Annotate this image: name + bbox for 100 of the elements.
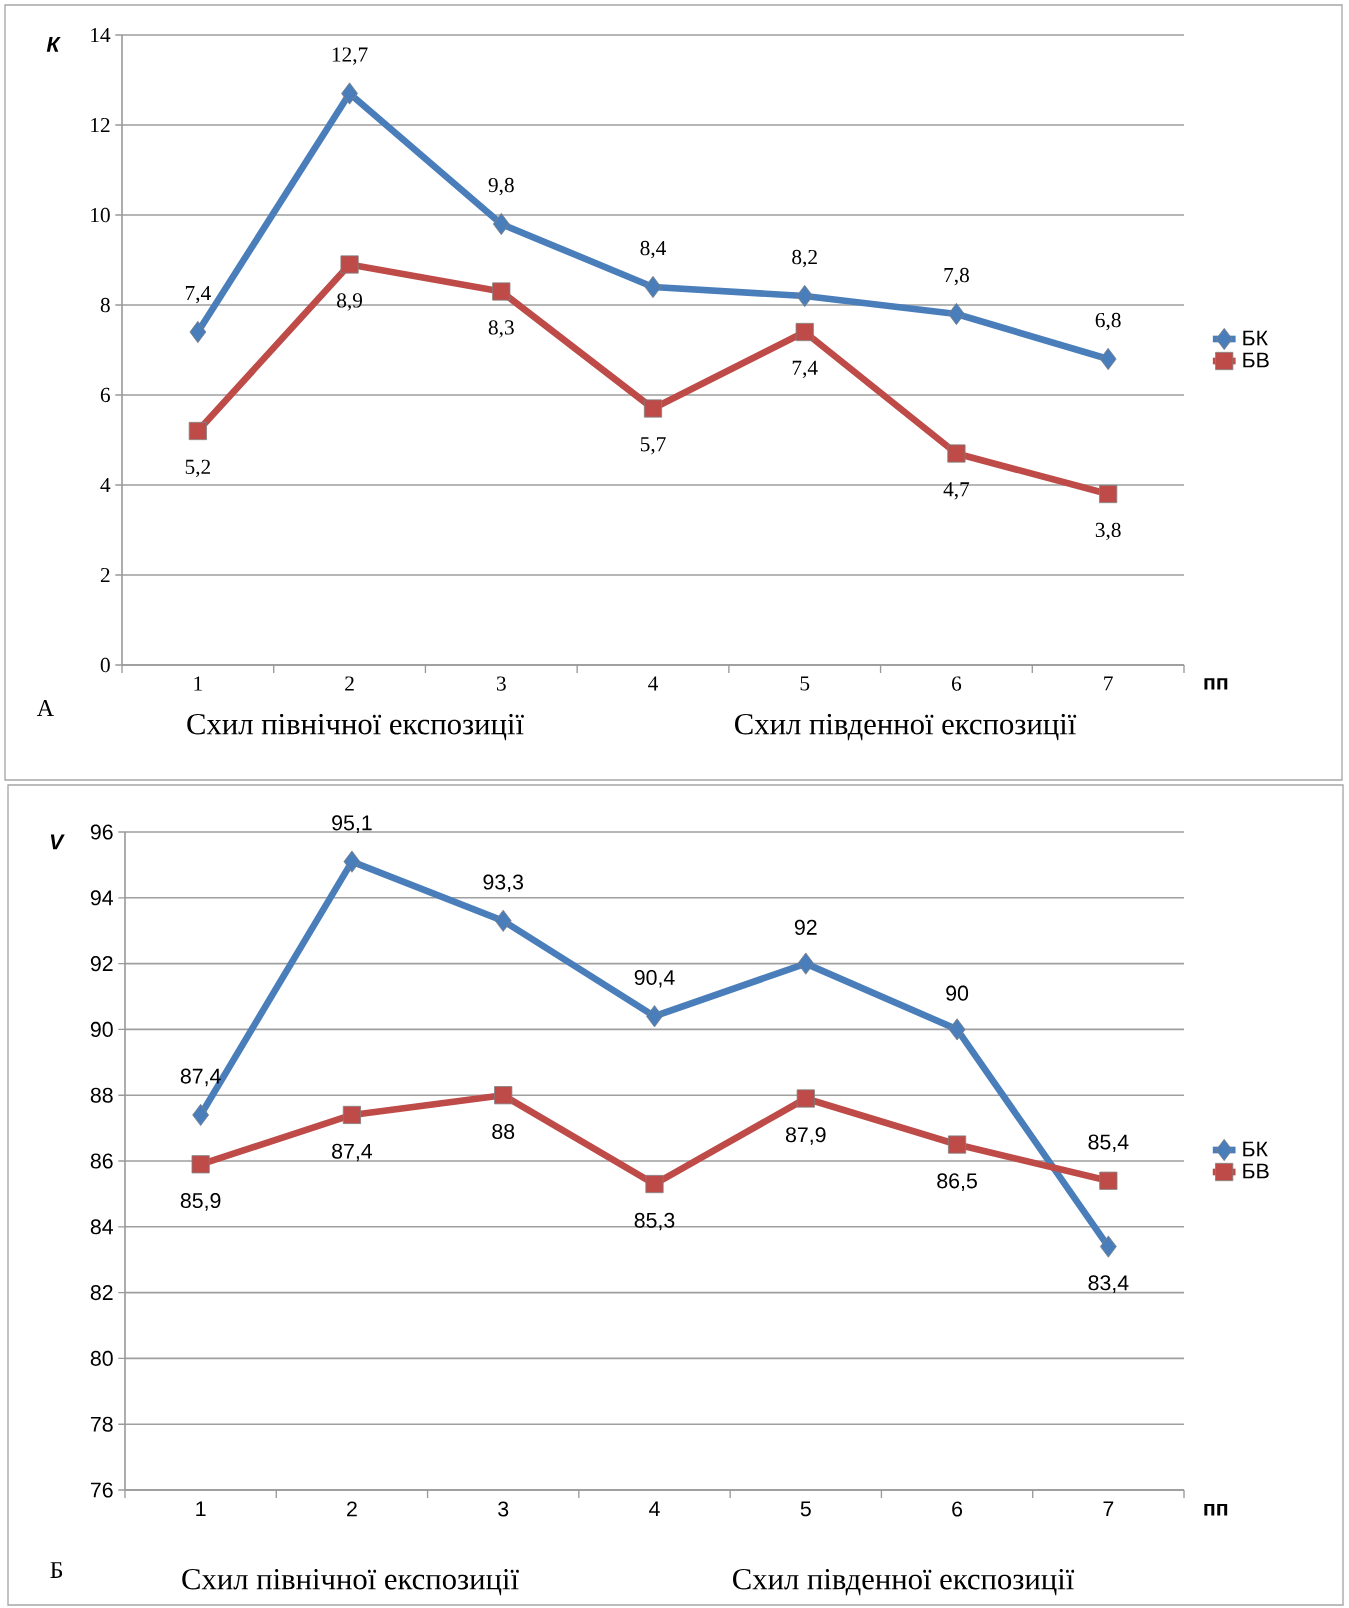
x-tick-label: 5 [800, 1501, 811, 1517]
text: А [36, 700, 54, 716]
point [188, 421, 207, 441]
data-label: 9,8 [488, 177, 514, 196]
legend-label: БК [1243, 1141, 1268, 1157]
text: Схил північної експозиції [187, 713, 524, 741]
y-tick-label: 78 [90, 1416, 113, 1432]
y-tick-label: 76 [90, 1482, 113, 1498]
legend-label: БК [1243, 330, 1268, 346]
data-label: 5,2 [185, 459, 211, 478]
y-tick-label: 4 [100, 477, 111, 493]
text: Б [50, 1562, 63, 1578]
point [1099, 484, 1118, 504]
x-axis-title: пп [1204, 1504, 1228, 1516]
data-label: 8,9 [337, 293, 363, 311]
x-tick-label: 3 [496, 676, 506, 691]
data-label: 83,4 [1088, 1275, 1129, 1293]
point [191, 1155, 210, 1174]
x-tick-label: 4 [649, 1501, 660, 1517]
data-label: 7,8 [944, 267, 969, 286]
x-tick-label: 7 [1103, 1501, 1114, 1517]
data-label: 90,4 [634, 969, 675, 988]
data-label: 95,1 [332, 815, 372, 833]
data-label: 92 [794, 919, 817, 935]
x-tick-label: 2 [345, 676, 354, 691]
point [796, 1089, 815, 1108]
y-tick-label: 10 [91, 207, 110, 223]
data-label: 85,9 [180, 1193, 221, 1211]
data-label: 7,4 [792, 360, 818, 379]
point [643, 399, 663, 418]
point [1099, 1171, 1118, 1190]
data-label: 8,4 [640, 240, 666, 259]
data-label: 6,8 [1095, 312, 1121, 331]
data-label: 87,4 [332, 1143, 373, 1162]
point [340, 255, 359, 274]
point [189, 320, 207, 344]
y-tick-label: 96 [90, 824, 113, 840]
y-tick-label: 8 [100, 297, 110, 313]
data-label: 8,3 [488, 320, 514, 338]
y-tick-label: 84 [90, 1219, 113, 1235]
y-tick-label: 80 [90, 1350, 113, 1366]
y-tick-label: 0 [100, 657, 110, 673]
data-label: 85,3 [634, 1212, 675, 1231]
y-tick-label: 92 [90, 956, 113, 972]
y-axis-title: К [46, 37, 61, 52]
data-label: 90 [946, 985, 969, 1001]
x-tick-label: 6 [952, 676, 962, 691]
point [343, 850, 361, 873]
y-tick-label: 90 [90, 1021, 113, 1037]
data-label: 7,4 [185, 285, 211, 304]
point [494, 909, 512, 932]
x-tick-label: 1 [196, 1501, 206, 1517]
y-axis-title: V [50, 834, 65, 850]
data-label: 93,3 [483, 874, 524, 893]
data-label: 88 [492, 1123, 515, 1140]
point [342, 1105, 361, 1125]
x-axis-title: пп [1204, 678, 1228, 690]
y-tick-label: 94 [90, 890, 113, 906]
data-label: 85,4 [1088, 1134, 1129, 1153]
x-tick-label: 3 [498, 1501, 509, 1517]
point [948, 302, 965, 326]
point [492, 212, 510, 236]
point [192, 1103, 210, 1127]
point [646, 1005, 663, 1028]
point [645, 1174, 664, 1194]
x-tick-label: 4 [648, 676, 658, 691]
y-tick-label: 82 [90, 1285, 113, 1301]
data-label: 86,5 [937, 1173, 977, 1191]
y-tick-label: 14 [91, 27, 111, 43]
point [492, 282, 511, 301]
point [1099, 1235, 1117, 1258]
x-tick-label: 5 [800, 676, 810, 691]
data-label: 87,4 [180, 1068, 221, 1087]
legend-label: БВ [1243, 1163, 1269, 1179]
point [341, 82, 358, 105]
data-label: 12,7 [332, 47, 368, 65]
x-tick-label: 2 [347, 1501, 357, 1517]
point [644, 275, 662, 299]
y-tick-label: 6 [100, 387, 110, 403]
data-label: 5,7 [640, 437, 666, 455]
text: Схил північної експозиції [182, 1568, 519, 1596]
data-label: 4,7 [943, 482, 970, 500]
legend-label: БВ [1243, 352, 1269, 368]
point [948, 1018, 966, 1041]
text: Схил південної експозиції [735, 713, 1077, 741]
point [797, 952, 815, 975]
point [795, 322, 814, 342]
data-label: 3,8 [1095, 522, 1121, 541]
point [494, 1086, 513, 1105]
x-tick-label: 7 [1104, 676, 1113, 691]
data-label: 8,2 [792, 249, 817, 268]
x-tick-label: 6 [952, 1501, 963, 1517]
y-tick-label: 2 [100, 567, 110, 583]
point [948, 1135, 967, 1154]
y-tick-label: 86 [90, 1153, 113, 1169]
point [947, 444, 966, 463]
point [1099, 347, 1117, 371]
y-tick-label: 88 [90, 1087, 113, 1103]
y-tick-label: 12 [91, 117, 110, 133]
point [796, 284, 814, 308]
